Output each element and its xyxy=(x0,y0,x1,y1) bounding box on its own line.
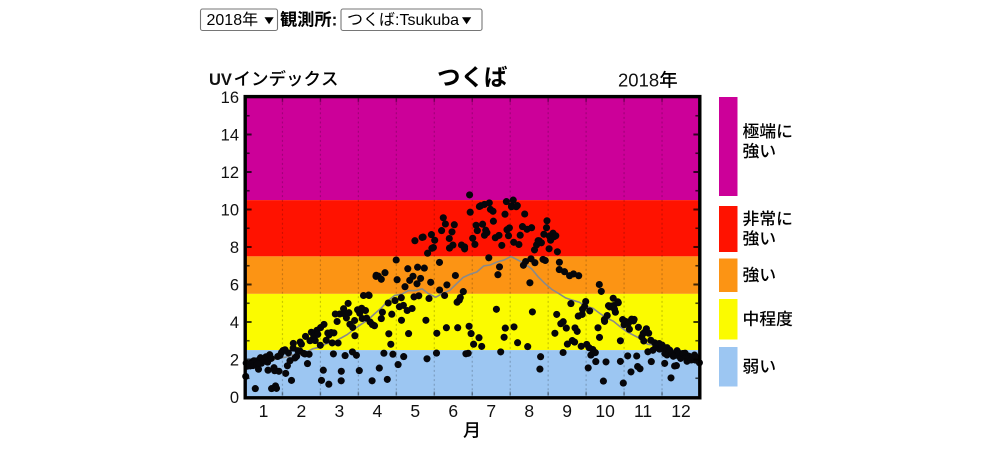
svg-text:14: 14 xyxy=(221,126,239,144)
svg-text::: : xyxy=(332,10,338,30)
svg-text:3: 3 xyxy=(335,401,345,421)
svg-text:7: 7 xyxy=(486,401,496,421)
svg-text:10: 10 xyxy=(595,401,615,421)
svg-text:8: 8 xyxy=(524,401,534,421)
svg-text:4: 4 xyxy=(230,314,239,332)
svg-text:12: 12 xyxy=(221,164,239,182)
svg-text:12: 12 xyxy=(671,401,690,421)
svg-text:2: 2 xyxy=(230,351,239,369)
svg-text:1: 1 xyxy=(259,401,269,421)
svg-text:10: 10 xyxy=(221,201,239,219)
svg-text:UV: UV xyxy=(209,71,232,89)
svg-text:6: 6 xyxy=(448,401,458,421)
svg-text:2: 2 xyxy=(297,401,307,421)
svg-text:16: 16 xyxy=(221,89,239,107)
svg-text:9: 9 xyxy=(562,401,572,421)
svg-text:0: 0 xyxy=(230,389,239,407)
svg-text:2018: 2018 xyxy=(618,70,659,91)
svg-text:6: 6 xyxy=(230,276,239,294)
svg-text::Tsukuba: :Tsukuba xyxy=(395,12,459,29)
svg-text:2018: 2018 xyxy=(207,12,243,29)
svg-text:5: 5 xyxy=(410,401,420,421)
svg-text:8: 8 xyxy=(230,239,239,257)
svg-text:11: 11 xyxy=(634,401,652,421)
svg-text:4: 4 xyxy=(373,401,383,421)
